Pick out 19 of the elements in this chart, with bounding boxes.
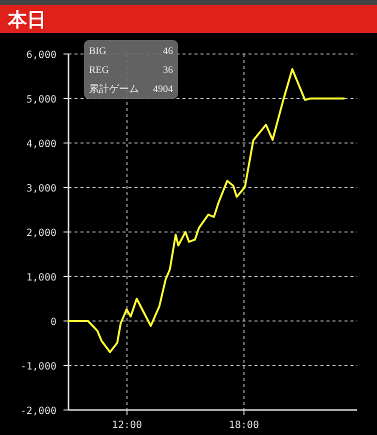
- y-tick-label: -1,000: [20, 362, 56, 372]
- annotation: 46: [163, 46, 173, 57]
- chart-title: 本日: [7, 9, 46, 31]
- y-tick-label: -2,000: [20, 406, 56, 417]
- y-tick-label: 0: [50, 317, 56, 328]
- annotation: 4904: [153, 84, 173, 95]
- annotation: BIG: [89, 46, 106, 57]
- x-tick-label: 18:00: [228, 420, 259, 431]
- y-tick-label: 5,000: [26, 94, 56, 106]
- annotation: REG: [89, 65, 109, 76]
- y-tick-label: 6,000: [26, 50, 56, 61]
- x-tick-label: 12:00: [112, 420, 142, 431]
- y-tick-label: 1,000: [26, 272, 56, 284]
- annotation: 36: [163, 65, 173, 76]
- y-tick-label: 2,000: [26, 228, 56, 239]
- line-series: [68, 68, 345, 354]
- annotation: 累計ゲーム: [89, 83, 139, 95]
- y-tick-label: 4,000: [26, 139, 56, 150]
- y-tick-label: 3,000: [26, 184, 56, 194]
